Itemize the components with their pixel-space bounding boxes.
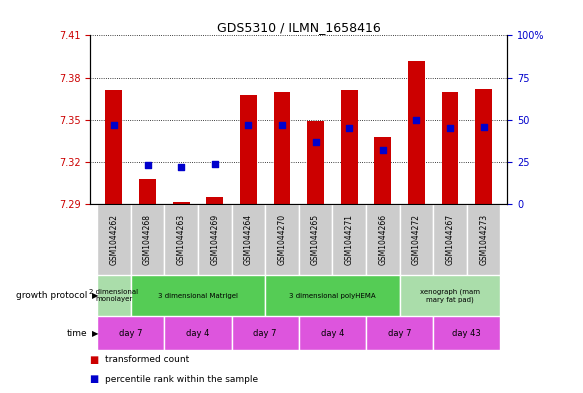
Text: GSM1044272: GSM1044272	[412, 214, 421, 265]
Bar	[366, 204, 399, 275]
Bar	[139, 179, 156, 204]
Bar	[131, 275, 265, 316]
Bar	[131, 204, 164, 275]
Text: day 7: day 7	[254, 329, 277, 338]
Point	[345, 125, 354, 132]
Text: day 43: day 43	[452, 329, 481, 338]
Bar	[442, 92, 458, 204]
Point	[479, 123, 489, 130]
Text: 3 dimensional Matrigel: 3 dimensional Matrigel	[158, 293, 238, 299]
Bar	[231, 204, 265, 275]
Text: day 4: day 4	[321, 329, 344, 338]
Text: day 4: day 4	[186, 329, 210, 338]
Point	[445, 125, 455, 132]
Text: GSM1044269: GSM1044269	[210, 214, 219, 265]
Bar	[206, 197, 223, 204]
Bar	[475, 89, 492, 204]
Point	[244, 122, 253, 128]
Text: transformed count: transformed count	[105, 355, 189, 364]
Text: GSM1044263: GSM1044263	[177, 214, 185, 265]
Text: GSM1044267: GSM1044267	[445, 214, 455, 265]
Point	[278, 122, 287, 128]
Bar	[399, 204, 433, 275]
Point	[412, 117, 421, 123]
Bar	[198, 204, 231, 275]
Bar	[164, 204, 198, 275]
Text: GSM1044265: GSM1044265	[311, 214, 320, 265]
Title: GDS5310 / ILMN_1658416: GDS5310 / ILMN_1658416	[217, 21, 381, 34]
Bar	[332, 204, 366, 275]
Text: 3 dimensional polyHEMA: 3 dimensional polyHEMA	[289, 293, 375, 299]
Bar	[366, 316, 433, 350]
Bar	[399, 275, 500, 316]
Bar	[433, 204, 467, 275]
Text: 2 dimensional
monolayer: 2 dimensional monolayer	[89, 289, 138, 302]
Text: percentile rank within the sample: percentile rank within the sample	[105, 375, 258, 384]
Text: ■: ■	[90, 374, 103, 384]
Point	[177, 164, 186, 170]
Text: day 7: day 7	[388, 329, 412, 338]
Bar	[467, 204, 500, 275]
Point	[210, 161, 219, 167]
Text: day 7: day 7	[119, 329, 142, 338]
Point	[378, 147, 388, 153]
Bar	[433, 316, 500, 350]
Bar	[374, 137, 391, 204]
Bar	[273, 92, 290, 204]
Text: GSM1044264: GSM1044264	[244, 214, 253, 265]
Point	[143, 162, 152, 169]
Text: xenograph (mam
mary fat pad): xenograph (mam mary fat pad)	[420, 289, 480, 303]
Text: ▶: ▶	[92, 329, 98, 338]
Bar	[299, 316, 366, 350]
Text: GSM1044273: GSM1044273	[479, 214, 488, 265]
Text: time: time	[67, 329, 87, 338]
Text: GSM1044266: GSM1044266	[378, 214, 387, 265]
Bar	[173, 202, 189, 204]
Bar	[408, 61, 425, 204]
Text: GSM1044262: GSM1044262	[110, 214, 118, 265]
Text: GSM1044270: GSM1044270	[278, 214, 286, 265]
Point	[109, 122, 118, 128]
Point	[311, 139, 320, 145]
Text: GSM1044268: GSM1044268	[143, 214, 152, 265]
Bar	[97, 275, 131, 316]
Text: ■: ■	[90, 354, 103, 365]
Bar	[106, 90, 122, 204]
Bar	[97, 204, 131, 275]
Text: ▶: ▶	[92, 291, 98, 300]
Bar	[240, 95, 257, 204]
Bar	[341, 90, 357, 204]
Bar	[231, 316, 299, 350]
Bar	[164, 316, 231, 350]
Bar	[299, 204, 332, 275]
Bar	[97, 316, 164, 350]
Bar	[265, 204, 299, 275]
Bar	[265, 275, 399, 316]
Bar	[307, 121, 324, 204]
Text: growth protocol: growth protocol	[16, 291, 87, 300]
Text: GSM1044271: GSM1044271	[345, 214, 354, 265]
